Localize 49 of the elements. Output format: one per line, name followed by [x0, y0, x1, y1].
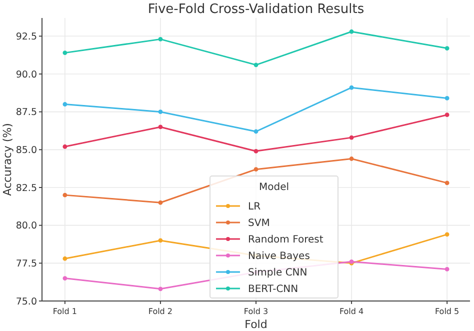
chart-title: Five-Fold Cross-Validation Results: [148, 2, 364, 17]
y-tick-label: 90.0: [16, 69, 37, 80]
x-tick-label: Fold 1: [52, 307, 78, 316]
legend-label: BERT-CNN: [248, 284, 298, 295]
point: [254, 62, 258, 68]
point: [62, 192, 68, 198]
x-tick-label: Fold 2: [148, 307, 173, 316]
point: [62, 276, 68, 280]
point: [254, 148, 258, 154]
point: [254, 167, 258, 172]
point: [444, 232, 450, 237]
point: [158, 200, 163, 205]
legend-title: Model: [258, 182, 290, 193]
legend-label: SVM: [248, 218, 270, 229]
point: [444, 46, 450, 50]
point: [62, 102, 68, 106]
point: [158, 286, 163, 292]
y-tick-label: 92.5: [16, 31, 37, 42]
point: [62, 256, 68, 261]
legend-label: Simple CNN: [248, 268, 308, 278]
point: [349, 29, 354, 34]
y-tick-label: 85.0: [16, 144, 37, 156]
point: [349, 156, 354, 161]
y-tick-label: 80.0: [16, 220, 37, 232]
point: [444, 267, 450, 272]
y-tick-label: 77.5: [16, 258, 37, 270]
x-tick-label: Fold 5: [434, 307, 460, 316]
point: [158, 124, 163, 130]
x-tick-label: Fold 3: [244, 307, 268, 316]
y-tick-label: 82.5: [16, 182, 37, 194]
x-axis-title: Fold: [244, 318, 268, 331]
point: [444, 112, 450, 118]
legend-label: Naive Bayes: [248, 251, 310, 262]
point: [158, 238, 163, 243]
point: [158, 36, 163, 42]
y-tick-label: 87.5: [16, 107, 37, 118]
point: [444, 180, 450, 186]
point: [349, 135, 354, 140]
point: [158, 110, 163, 114]
legend-label: LR: [248, 202, 261, 212]
legend-label: Random Forest: [248, 234, 324, 246]
y-axis-title: Accuracy (%): [1, 123, 14, 196]
point: [444, 96, 450, 100]
x-tick-label: Fold 4: [339, 307, 364, 316]
y-tick-label: 75.0: [16, 296, 37, 308]
point: [62, 50, 68, 56]
point: [254, 129, 258, 134]
point: [62, 144, 68, 149]
point: [349, 85, 354, 90]
